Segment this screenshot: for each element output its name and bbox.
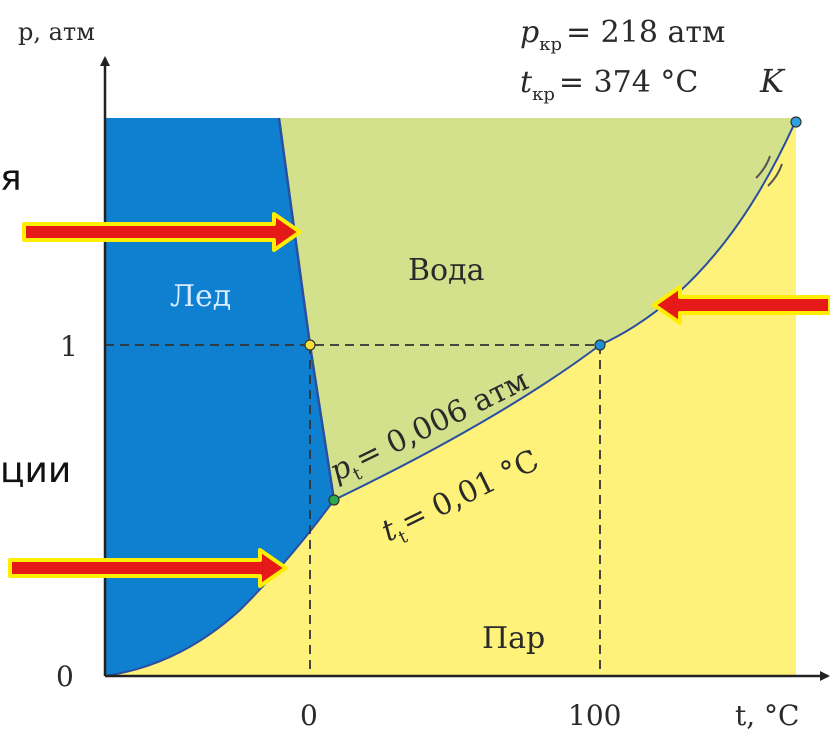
vapor-label: Пар — [482, 621, 545, 656]
x-tick-0: 0 — [300, 699, 318, 732]
critical-point — [790, 116, 802, 128]
y-tick-1: 1 — [60, 330, 78, 363]
x-axis-label: t, °C — [735, 699, 799, 732]
critical-point-label: K — [759, 62, 786, 100]
melting-point-1atm — [304, 339, 316, 351]
critical-temperature-label: tкр = 374 °C — [520, 65, 698, 105]
critical-pressure-label: pкр = 218 атм — [520, 15, 725, 55]
triple-point — [328, 494, 340, 506]
ice-label: Лед — [170, 279, 231, 314]
boiling-point-1atm — [594, 339, 606, 351]
pointer-arrow-sublimation — [8, 548, 288, 588]
sublimation-curve — [104, 499, 335, 677]
pointer-arrow-melting — [22, 212, 302, 252]
origin-label: 0 — [56, 660, 74, 693]
ice-region — [105, 118, 334, 676]
x-tick-100: 100 — [568, 699, 621, 732]
cropped-text-middle: ции — [0, 450, 71, 491]
water-region — [279, 118, 796, 500]
pointer-arrow-vaporization — [652, 285, 830, 325]
curve-break-mark — [755, 155, 783, 187]
water-label: Вода — [408, 253, 485, 288]
y-axis-label: p, атм — [18, 18, 95, 46]
cropped-text-top: я — [0, 158, 22, 199]
